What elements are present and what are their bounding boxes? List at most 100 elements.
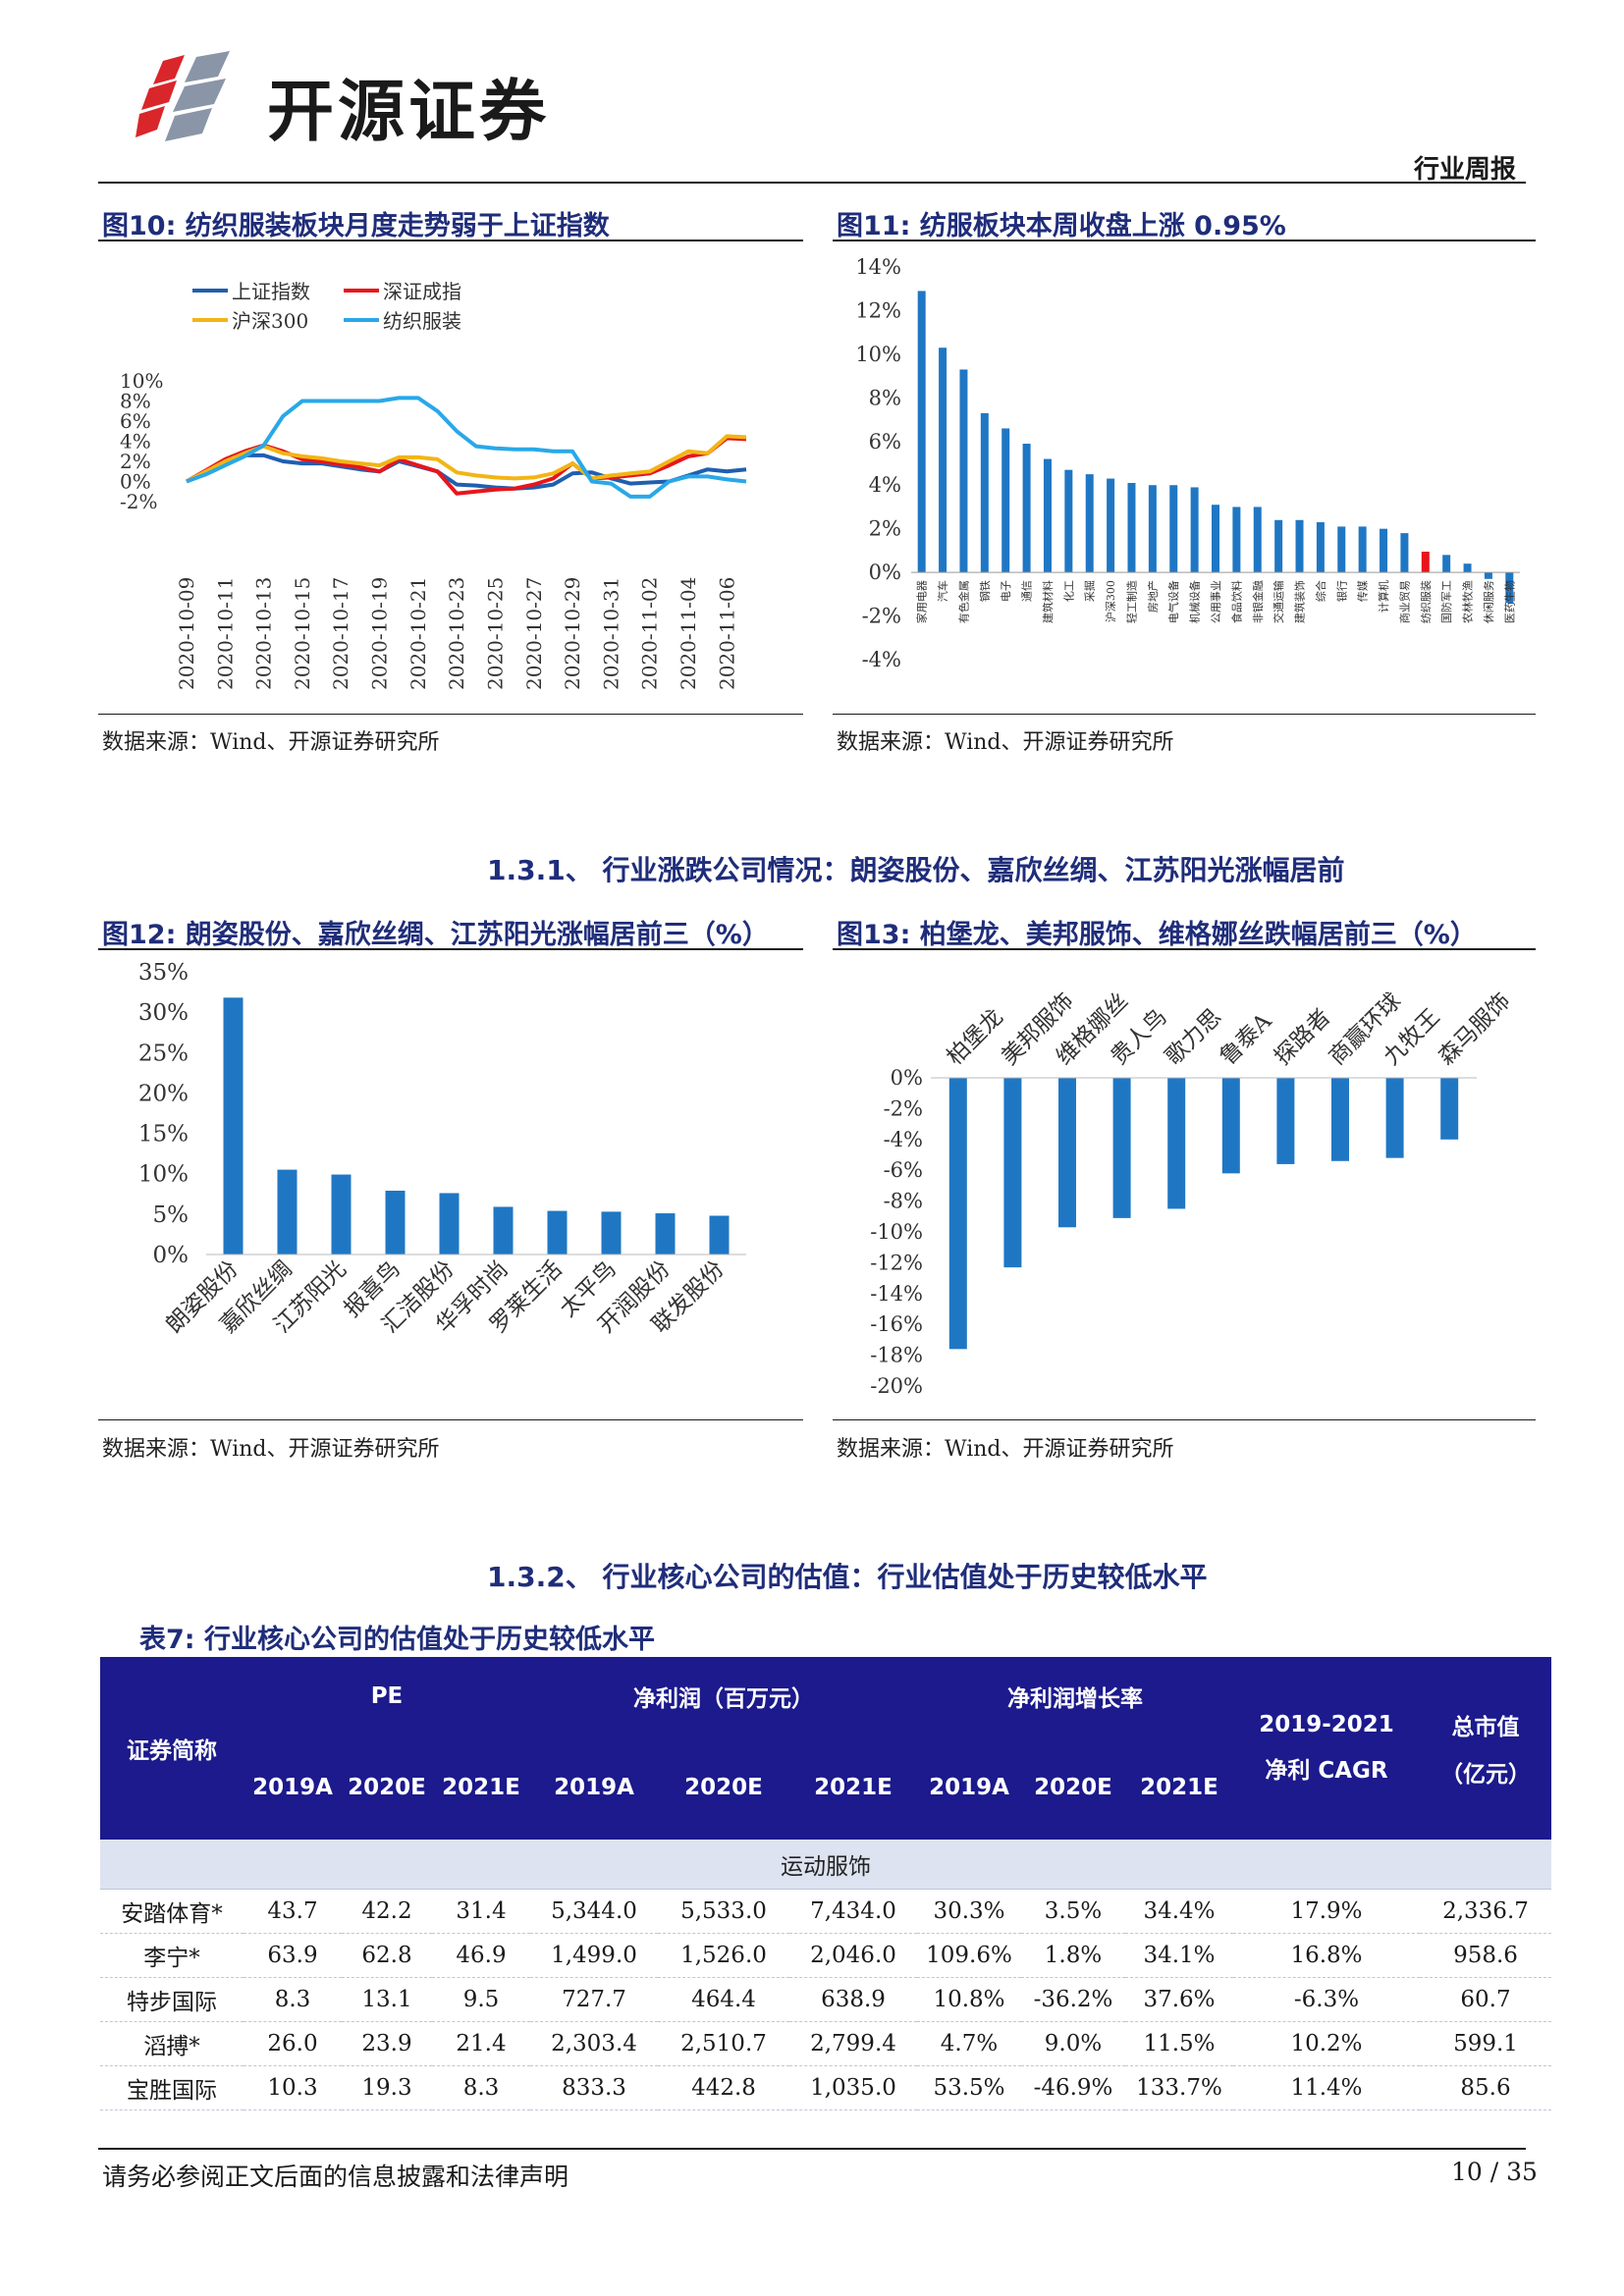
y-tick-label: 8% <box>120 390 151 413</box>
section-132-heading: 1.3.2、 行业核心公司的估值：行业估值处于历史较低水平 <box>487 1561 1208 1593</box>
footer-disclaimer: 请务必参阅正文后面的信息披露和法律声明 <box>102 2163 569 2191</box>
x-tick-label: 机械设备 <box>1188 580 1202 623</box>
y-tick-label: 4% <box>869 473 901 497</box>
fig12-bottom-rule <box>98 1419 803 1420</box>
bar <box>1400 533 1409 573</box>
x-tick-label: 鲁泰A <box>1216 1008 1277 1070</box>
bar <box>1107 478 1115 573</box>
th-cagr: 2019-2021 净利 CAGR <box>1233 1657 1420 1840</box>
bar <box>1190 487 1199 573</box>
doc-type: 行业周报 <box>1414 155 1517 185</box>
y-tick-label: -20% <box>870 1374 923 1398</box>
table-cell: 9.0% <box>1021 2021 1125 2066</box>
table-cell: 1.8% <box>1021 1933 1125 1978</box>
th-mcap-line2: （亿元） <box>1440 1762 1531 1788</box>
table-cell: 34.4% <box>1125 1889 1233 1934</box>
bar <box>1337 526 1346 573</box>
x-tick-label: 钢铁 <box>979 580 992 602</box>
bar <box>1331 1078 1349 1161</box>
y-tick-label: -8% <box>884 1190 923 1213</box>
x-tick-label: 综合 <box>1314 580 1327 602</box>
y-tick-label: -4% <box>884 1128 923 1151</box>
company-name-cell: 宝胜国际 <box>100 2065 244 2110</box>
bar <box>1421 552 1430 573</box>
y-tick-label: 10% <box>138 1162 189 1188</box>
table-cell: 8.3 <box>244 1977 342 2022</box>
bar <box>948 1078 967 1350</box>
table-cell: 464.4 <box>658 1977 789 2022</box>
bar <box>1001 428 1010 573</box>
y-tick-label: -12% <box>870 1251 923 1274</box>
th-year: 2019A <box>244 1735 342 1840</box>
table-cell: 16.8% <box>1233 1933 1420 1978</box>
fig12-bar-chart: 35%30%25%20%15%10%5%0%朗姿股份嘉欣丝绸江苏阳光报喜鸟汇洁股… <box>138 962 746 1338</box>
table-cell: 638.9 <box>789 1977 917 2022</box>
x-tick-label: 有色金属 <box>956 580 970 623</box>
table-cell: 53.5% <box>917 2065 1021 2110</box>
table-cell: 63.9 <box>244 1933 342 1978</box>
fig10-source: 数据来源：Wind、开源证券研究所 <box>102 730 440 755</box>
y-tick-label: 0% <box>869 561 901 584</box>
x-tick-label: 2020-10-21 <box>406 577 430 690</box>
legend-label: 深证成指 <box>383 280 461 303</box>
th-mcap: 总市值 （亿元） <box>1420 1657 1551 1840</box>
th-mcap-line1: 总市值 <box>1451 1715 1520 1740</box>
x-tick-label: 2020-10-13 <box>252 577 276 690</box>
y-tick-label: 15% <box>138 1122 189 1148</box>
table-cell: 4.7% <box>917 2021 1021 2066</box>
x-tick-label: 家用电器 <box>915 580 929 623</box>
bar <box>493 1206 514 1255</box>
x-tick-label: 休闲服务 <box>1482 580 1495 623</box>
table-cell: 1,499.0 <box>530 1933 658 1978</box>
section-131-heading: 1.3.1、 行业涨跌公司情况：朗姿股份、嘉欣丝绸、江苏阳光涨幅居前 <box>487 854 1345 886</box>
bar <box>1385 1078 1404 1158</box>
table-cell: 109.6% <box>917 1933 1021 1978</box>
fig13-source: 数据来源：Wind、开源证券研究所 <box>837 1437 1174 1462</box>
fig13-bottom-rule <box>833 1419 1536 1420</box>
category-row: 运动服饰 <box>100 1840 1551 1890</box>
x-tick-label: 商业贸易 <box>1397 580 1411 623</box>
bar <box>1316 522 1325 573</box>
y-tick-label: 2% <box>869 517 901 541</box>
bar <box>1003 1078 1022 1268</box>
y-tick-label: 35% <box>138 962 189 986</box>
bar <box>1212 505 1219 573</box>
y-tick-label: 0% <box>153 1243 189 1268</box>
th-year: 2020E <box>342 1735 432 1840</box>
page-number: 10 / 35 <box>1451 2158 1538 2186</box>
logo-text: 开源证券 <box>267 74 551 151</box>
company-name-cell: 安踏体育* <box>100 1889 244 1934</box>
y-tick-label: 0% <box>120 470 151 494</box>
bar <box>1295 519 1304 573</box>
y-tick-label: 25% <box>138 1041 189 1066</box>
th-year: 2019A <box>917 1735 1021 1840</box>
bar <box>1169 485 1178 573</box>
table-cell: 9.5 <box>432 1977 530 2022</box>
x-tick-label: 建筑装饰 <box>1293 580 1307 623</box>
y-tick-label: -4% <box>862 648 901 671</box>
x-tick-label: 农林牧渔 <box>1461 580 1475 623</box>
x-tick-label: 食品饮料 <box>1229 580 1243 623</box>
fig10-title-rule <box>98 240 803 241</box>
th-net-profit: 净利润（百万元） <box>530 1657 917 1735</box>
bar <box>959 369 968 573</box>
bar <box>1127 483 1136 573</box>
bar <box>1442 555 1451 573</box>
table-cell: 30.3% <box>917 1889 1021 1934</box>
th-cagr-line2: 净利 CAGR <box>1265 1758 1388 1784</box>
table-cell: 19.3 <box>342 2065 432 2110</box>
x-tick-label: 2020-10-29 <box>561 577 584 690</box>
bar <box>277 1169 298 1255</box>
bar <box>1058 1078 1076 1228</box>
th-year: 2021E <box>1125 1735 1233 1840</box>
company-name-cell: 李宁* <box>100 1933 244 1978</box>
logo-mark-icon <box>135 51 230 141</box>
th-year: 2019A <box>530 1735 658 1840</box>
table7: 证券简称 PE 净利润（百万元） 净利润增长率 2019-2021 净利 CAG… <box>100 1657 1551 2110</box>
y-tick-label: -6% <box>884 1158 923 1182</box>
table-cell: 23.9 <box>342 2021 432 2066</box>
table-cell: 85.6 <box>1420 2065 1551 2110</box>
x-tick-label: 医药生物 <box>1502 580 1516 623</box>
bar <box>980 412 989 573</box>
